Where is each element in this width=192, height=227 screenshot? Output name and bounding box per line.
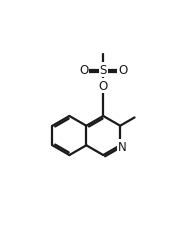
- Text: N: N: [118, 140, 126, 153]
- Text: O: O: [99, 80, 108, 93]
- Text: O: O: [79, 64, 89, 77]
- Text: O: O: [118, 64, 127, 77]
- Text: S: S: [100, 64, 107, 77]
